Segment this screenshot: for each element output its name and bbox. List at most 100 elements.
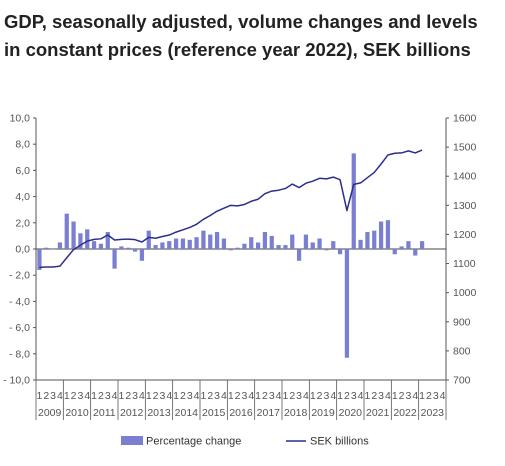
- y-right-tick-label: 1600: [453, 113, 477, 125]
- bar-percentage-change-2022Q4: [413, 249, 418, 256]
- bar-percentage-change-2014Q1: [173, 238, 179, 249]
- y-left-tick-label: 6,0: [15, 165, 30, 177]
- x-quarter-label: 4: [385, 390, 391, 402]
- chart-title: GDP, seasonally adjusted, volume changes…: [4, 11, 478, 60]
- x-year-label: 2021: [366, 407, 390, 419]
- x-year-label: 2023: [421, 407, 445, 419]
- bar-percentage-change-2016Q2: [235, 247, 240, 249]
- x-quarter-label: 3: [241, 390, 247, 402]
- bar-percentage-change-2014Q2: [180, 238, 186, 249]
- bar-percentage-change-2015Q4: [221, 238, 227, 249]
- bar-percentage-change-2018Q3: [296, 249, 302, 261]
- x-quarter-label: 4: [276, 390, 282, 402]
- legend-label-sek-billions: SEK billions: [310, 436, 369, 448]
- x-quarter-label: 4: [221, 390, 227, 402]
- y-right-tick-label: 1300: [453, 200, 477, 212]
- x-quarter-label: 3: [351, 390, 357, 402]
- x-quarter-label: 3: [159, 390, 165, 402]
- x-quarter-label: 3: [50, 390, 56, 402]
- x-quarter-label: 3: [187, 390, 193, 402]
- bar-percentage-change-2011Q2: [98, 243, 104, 249]
- y-left-tick-label: - 4,0: [9, 296, 30, 308]
- x-quarter-label: 2: [207, 390, 213, 402]
- x-quarter-label: 4: [84, 390, 90, 402]
- x-year-label: 2013: [147, 407, 171, 419]
- bar-percentage-change-2022Q3: [406, 241, 411, 249]
- x-quarter-label: 4: [57, 390, 63, 402]
- line-sek-billions: [39, 149, 423, 269]
- x-quarter-label: 3: [269, 390, 275, 402]
- y-left-tick-label: - 2,0: [9, 270, 30, 282]
- legend: Percentage change SEK billions: [121, 436, 369, 448]
- bar-percentage-change-2018Q2: [290, 234, 295, 249]
- x-quarter-label: 2: [426, 390, 432, 402]
- x-quarter-label: 2: [235, 390, 241, 402]
- bar-percentage-change-2021Q3: [378, 221, 384, 249]
- y-right-tick-label: 900: [453, 316, 471, 328]
- x-quarter-label: 3: [296, 390, 302, 402]
- bar-percentage-change-2009Q2: [44, 247, 49, 249]
- x-quarter-label: 1: [91, 390, 97, 402]
- bar-percentage-change-2021Q1: [365, 231, 370, 249]
- x-quarter-label: 2: [43, 390, 49, 402]
- bar-percentage-change-2022Q1: [392, 249, 397, 255]
- y-right-tick-label: 1100: [453, 258, 476, 270]
- bar-percentage-change-2017Q3: [269, 235, 274, 249]
- x-quarter-label: 1: [255, 390, 261, 402]
- bar-percentage-change-2013Q4: [167, 241, 172, 249]
- bar-percentage-change-2013Q3: [160, 242, 165, 249]
- bar-percentage-change-2017Q4: [276, 245, 281, 249]
- bar-percentage-change-2015Q2: [208, 234, 213, 249]
- bar-percentage-change-2015Q3: [214, 231, 220, 249]
- x-year-label: 2014: [175, 407, 199, 419]
- y-left-tick-label: 0,0: [15, 244, 30, 256]
- x-quarter-label: 4: [303, 390, 309, 402]
- bar-percentage-change-2010Q3: [78, 233, 83, 249]
- y-left-tick-label: 8,0: [15, 139, 30, 151]
- bar-percentage-change-2015Q1: [201, 230, 206, 249]
- x-quarter-label: 2: [180, 390, 186, 402]
- x-quarter-label: 4: [330, 390, 336, 402]
- bar-percentage-change-2019Q4: [331, 241, 336, 249]
- x-quarter-label: 3: [323, 390, 329, 402]
- x-quarter-label: 1: [310, 390, 316, 402]
- y-left-tick-label: 4,0: [15, 191, 30, 203]
- x-quarter-label: 4: [139, 390, 145, 402]
- bar-percentage-change-2012Q4: [139, 249, 145, 261]
- x-quarter-label: 1: [173, 390, 179, 402]
- bar-percentage-change-2023Q1: [419, 241, 425, 249]
- bar-percentage-change-2011Q3: [105, 231, 110, 249]
- x-quarter-label: 4: [358, 390, 364, 402]
- bar-percentage-change-2016Q1: [228, 249, 233, 251]
- bar-percentage-change-2010Q1: [64, 213, 69, 249]
- x-quarter-label: 2: [289, 390, 295, 402]
- bar-percentage-change-2019Q2: [317, 238, 322, 249]
- x-quarter-label: 1: [419, 390, 425, 402]
- bar-percentage-change-2009Q3: [50, 249, 56, 250]
- bar-percentage-change-2018Q4: [303, 234, 309, 249]
- bar-percentage-change-2013Q1: [146, 230, 151, 249]
- x-year-label: 2011: [93, 407, 116, 419]
- bar-percentage-change-2012Q1: [119, 246, 124, 249]
- x-quarter-label: 1: [392, 390, 398, 402]
- x-quarter-label: 2: [98, 390, 104, 402]
- y-left-tick-label: - 8,0: [9, 348, 30, 360]
- bar-percentage-change-2012Q3: [132, 249, 138, 252]
- x-quarter-label: 3: [433, 390, 439, 402]
- bar-percentage-change-2014Q4: [194, 237, 199, 249]
- x-quarter-label: 2: [153, 390, 159, 402]
- x-quarter-label: 3: [405, 390, 411, 402]
- y-left-tick-label: - 10,0: [3, 375, 30, 387]
- x-year-label: 2017: [257, 407, 281, 419]
- legend-label-percentage-change: Percentage change: [146, 436, 241, 448]
- bar-percentage-change-2019Q3: [324, 249, 329, 251]
- y-left-tick-label: 2,0: [15, 217, 30, 229]
- x-quarter-label: 1: [36, 390, 42, 402]
- x-year-label: 2016: [229, 407, 253, 419]
- x-quarter-label: 4: [166, 390, 172, 402]
- x-quarter-label: 4: [440, 390, 446, 402]
- legend-swatch-percentage-change: [121, 436, 143, 445]
